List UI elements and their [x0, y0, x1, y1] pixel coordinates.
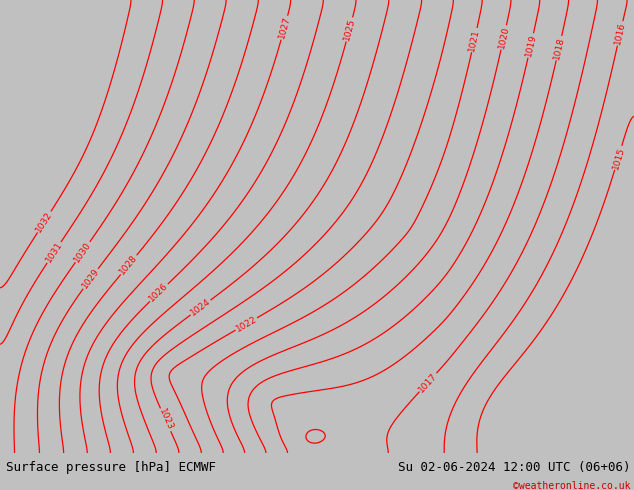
- Text: 1016: 1016: [613, 21, 627, 46]
- Text: 1028: 1028: [118, 253, 139, 276]
- Text: 1031: 1031: [44, 241, 64, 265]
- Text: Surface pressure [hPa] ECMWF: Surface pressure [hPa] ECMWF: [6, 462, 216, 474]
- Text: 1026: 1026: [148, 281, 171, 304]
- Text: 1017: 1017: [417, 371, 439, 394]
- Text: 1020: 1020: [497, 25, 510, 49]
- Text: 1027: 1027: [277, 16, 292, 40]
- Text: 1025: 1025: [342, 17, 357, 42]
- Text: 1019: 1019: [524, 33, 538, 58]
- Text: 1015: 1015: [611, 146, 626, 170]
- Text: 1032: 1032: [34, 210, 54, 234]
- Text: 1024: 1024: [189, 297, 212, 318]
- Text: 1030: 1030: [72, 240, 93, 264]
- Text: 1029: 1029: [80, 267, 101, 291]
- Text: Su 02-06-2024 12:00 UTC (06+06): Su 02-06-2024 12:00 UTC (06+06): [398, 462, 631, 474]
- Text: 1018: 1018: [552, 36, 566, 60]
- Text: 1023: 1023: [157, 408, 174, 432]
- Text: 1021: 1021: [467, 28, 481, 52]
- Text: ©weatheronline.co.uk: ©weatheronline.co.uk: [514, 481, 631, 490]
- Text: 1022: 1022: [234, 315, 259, 334]
